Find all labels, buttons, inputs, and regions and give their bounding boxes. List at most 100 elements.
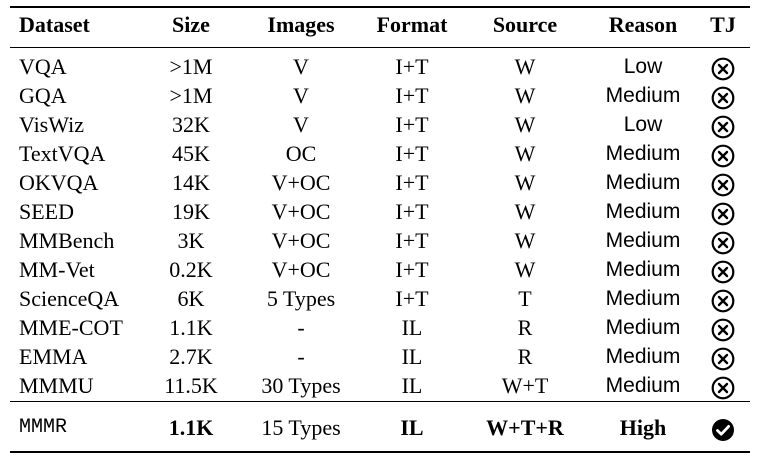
cell-source: W	[514, 83, 536, 108]
header-dataset: Dataset	[19, 12, 90, 37]
cell-reason: Medium	[605, 345, 681, 368]
circled-x-icon	[711, 144, 735, 168]
cell-source: W	[514, 141, 536, 166]
circled-x-icon	[711, 86, 735, 110]
cell-images: V+OC	[271, 199, 331, 224]
cell-reason: Medium	[605, 258, 681, 281]
cell-size: 19K	[172, 199, 210, 224]
cell-format: I+T	[395, 112, 429, 137]
spacer-row	[10, 42, 750, 52]
dataset-comparison-table: Dataset Size Images Format Source Reason…	[10, 8, 750, 450]
cell-reason: Medium	[605, 316, 681, 339]
circled-x-icon	[711, 173, 735, 197]
cell-dataset: SEED	[19, 199, 74, 224]
table-row: MMBench 3K V+OC I+T W Medium	[10, 226, 750, 255]
header-size: Size	[172, 12, 210, 37]
cell-format: I+T	[395, 54, 429, 79]
cell-images: V	[293, 112, 309, 137]
table-row: MM-Vet 0.2K V+OC I+T W Medium	[10, 255, 750, 284]
cell-format: IL	[400, 415, 424, 440]
cell-tj	[696, 52, 750, 81]
bottom-rule	[10, 451, 750, 453]
cell-dataset: MMMR	[19, 416, 68, 439]
cell-format: I+T	[395, 141, 429, 166]
header-images: Images	[267, 12, 335, 37]
cell-images: OC	[285, 141, 317, 166]
circled-x-icon	[711, 231, 735, 255]
circled-x-icon	[711, 202, 735, 226]
cell-size: 11.5K	[164, 373, 218, 398]
cell-source: W+T	[501, 373, 549, 398]
cell-tj	[696, 342, 750, 371]
cell-dataset: ScienceQA	[19, 286, 120, 311]
cell-reason: Low	[623, 55, 663, 78]
cell-format: I+T	[395, 228, 429, 253]
cell-images: 30 Types	[261, 373, 341, 398]
table-row: TextVQA 45K OC I+T W Medium	[10, 139, 750, 168]
cell-source: W	[514, 228, 536, 253]
table-row: MME-COT 1.1K - IL R Medium	[10, 313, 750, 342]
top-rule	[10, 6, 750, 8]
cell-dataset: MMMU	[19, 373, 94, 398]
cell-reason: High	[619, 415, 667, 440]
cell-tj	[696, 226, 750, 255]
cell-size: >1M	[169, 54, 213, 79]
cell-images: V+OC	[271, 228, 331, 253]
cell-dataset: MME-COT	[19, 315, 123, 340]
cell-source: W	[514, 199, 536, 224]
cell-tj	[696, 139, 750, 168]
circled-x-icon	[711, 347, 735, 371]
header-format: Format	[376, 12, 448, 37]
cell-dataset: OKVQA	[19, 170, 99, 195]
circled-x-icon	[711, 260, 735, 284]
cell-source: R	[517, 315, 533, 340]
cell-images: 15 Types	[261, 415, 341, 440]
table-row: ScienceQA 6K 5 Types I+T T Medium	[10, 284, 750, 313]
cell-source: T	[518, 286, 532, 311]
cell-reason: Medium	[605, 287, 681, 310]
cell-source: W	[514, 170, 536, 195]
table-row: EMMA 2.7K - IL R Medium	[10, 342, 750, 371]
cell-source: W	[514, 112, 536, 137]
separator-rule	[10, 401, 750, 402]
cell-size: >1M	[169, 83, 213, 108]
cell-format: I+T	[395, 199, 429, 224]
table-row: GQA >1M V I+T W Medium	[10, 81, 750, 110]
cell-tj	[696, 313, 750, 342]
cell-size: 45K	[172, 141, 210, 166]
cell-dataset: MMBench	[19, 228, 115, 253]
cell-tj	[696, 197, 750, 226]
header-tj: TJ	[710, 12, 736, 37]
circled-x-icon	[711, 115, 735, 139]
circled-x-icon	[711, 376, 735, 400]
table-row: VisWiz 32K V I+T W Low	[10, 110, 750, 139]
cell-images: -	[297, 344, 305, 369]
cell-dataset: MM-Vet	[19, 257, 95, 282]
table-row: MMMU 11.5K 30 Types IL W+T Medium	[10, 371, 750, 400]
cell-format: I+T	[395, 83, 429, 108]
cell-reason: Medium	[605, 171, 681, 194]
cell-source: W	[514, 54, 536, 79]
table-row: OKVQA 14K V+OC I+T W Medium	[10, 168, 750, 197]
cell-format: I+T	[395, 286, 429, 311]
cell-format: IL	[401, 373, 423, 398]
cell-source: R	[517, 344, 533, 369]
cell-tj	[696, 284, 750, 313]
cell-source: W	[514, 257, 536, 282]
cell-size: 3K	[177, 228, 205, 253]
cell-dataset: VQA	[19, 54, 67, 79]
cell-size: 14K	[172, 170, 210, 195]
cell-reason: Medium	[605, 374, 681, 397]
clipped-caption-fragment	[0, 0, 762, 4]
header-row: Dataset Size Images Format Source Reason…	[10, 8, 750, 42]
filled-check-icon	[712, 418, 734, 441]
cell-dataset: GQA	[19, 83, 67, 108]
header-source: Source	[492, 12, 558, 37]
cell-tj	[696, 371, 750, 400]
cell-size: 1.1K	[168, 415, 214, 440]
cell-reason: Low	[623, 113, 663, 136]
cell-reason: Medium	[605, 200, 681, 223]
cell-tj	[696, 255, 750, 284]
table-row: VQA >1M V I+T W Low	[10, 52, 750, 81]
cell-images: V	[293, 83, 309, 108]
